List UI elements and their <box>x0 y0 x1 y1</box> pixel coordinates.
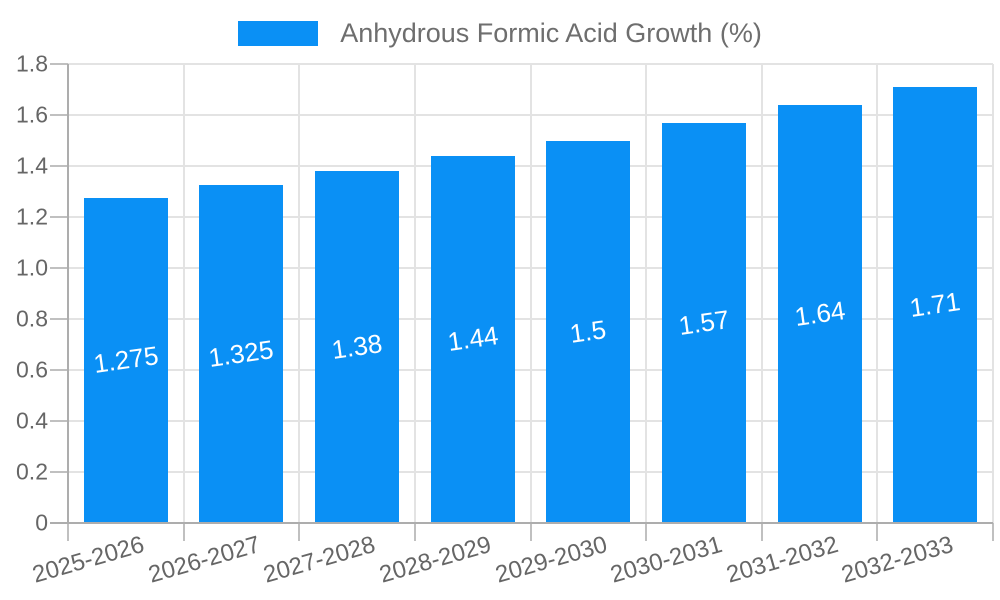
x-tick-mark <box>298 523 301 541</box>
y-tick-mark <box>50 216 68 218</box>
x-tick-label: 2026-2027 <box>145 531 263 589</box>
y-tick-mark <box>50 114 68 116</box>
bar[interactable] <box>777 104 862 523</box>
x-gridline <box>760 64 763 523</box>
x-tick-label: 2029-2030 <box>491 531 610 589</box>
y-tick-label: 0.2 <box>16 458 48 485</box>
y-tick-mark <box>50 267 68 269</box>
bar[interactable] <box>546 140 631 523</box>
legend[interactable]: Anhydrous Formic Acid Growth (%) <box>0 18 1000 49</box>
x-tick-label: 2028-2029 <box>376 531 495 589</box>
x-tick-mark <box>760 523 763 541</box>
x-tick-label: 2030-2031 <box>607 531 726 589</box>
y-tick-mark <box>50 63 68 65</box>
x-tick-label: 2031-2032 <box>723 531 842 589</box>
x-gridline <box>876 64 879 523</box>
x-tick-mark <box>645 523 648 541</box>
x-tick-mark <box>876 523 879 541</box>
bar[interactable] <box>430 155 515 523</box>
x-tick-mark <box>529 523 532 541</box>
x-tick-mark <box>992 523 994 541</box>
y-tick-label: 0.8 <box>16 305 48 332</box>
y-tick-label: 0.6 <box>16 356 48 383</box>
y-tick-mark <box>50 420 68 422</box>
y-tick-label: 1.8 <box>16 50 48 77</box>
x-tick-label: 2025-2026 <box>29 531 148 589</box>
x-gridline <box>529 64 532 523</box>
y-tick-mark <box>50 471 68 473</box>
y-tick-mark <box>50 165 68 167</box>
x-tick-mark <box>67 523 69 541</box>
x-gridline <box>645 64 648 523</box>
x-axis-line <box>50 522 993 524</box>
x-tick-label: 2027-2028 <box>260 531 379 589</box>
x-gridline <box>992 64 994 523</box>
y-tick-label: 0 <box>35 509 48 536</box>
bar[interactable] <box>199 185 284 523</box>
x-gridline <box>298 64 301 523</box>
y-tick-label: 0.4 <box>16 407 48 434</box>
y-tick-mark <box>50 369 68 371</box>
bar[interactable] <box>893 86 978 523</box>
x-tick-mark <box>182 523 185 541</box>
y-tick-label: 1.6 <box>16 101 48 128</box>
y-axis-line <box>67 64 69 523</box>
legend-swatch <box>238 21 319 46</box>
bar[interactable] <box>83 197 168 523</box>
bar[interactable] <box>661 122 746 523</box>
legend-label: Anhydrous Formic Acid Growth (%) <box>340 18 762 48</box>
y-tick-mark <box>50 318 68 320</box>
y-tick-label: 1.4 <box>16 152 48 179</box>
bar[interactable] <box>315 171 400 523</box>
x-tick-mark <box>413 523 416 541</box>
x-gridline <box>182 64 185 523</box>
y-tick-label: 1.0 <box>16 254 48 281</box>
x-tick-label: 2032-2033 <box>838 531 957 589</box>
x-gridline <box>413 64 416 523</box>
y-tick-label: 1.2 <box>16 203 48 230</box>
